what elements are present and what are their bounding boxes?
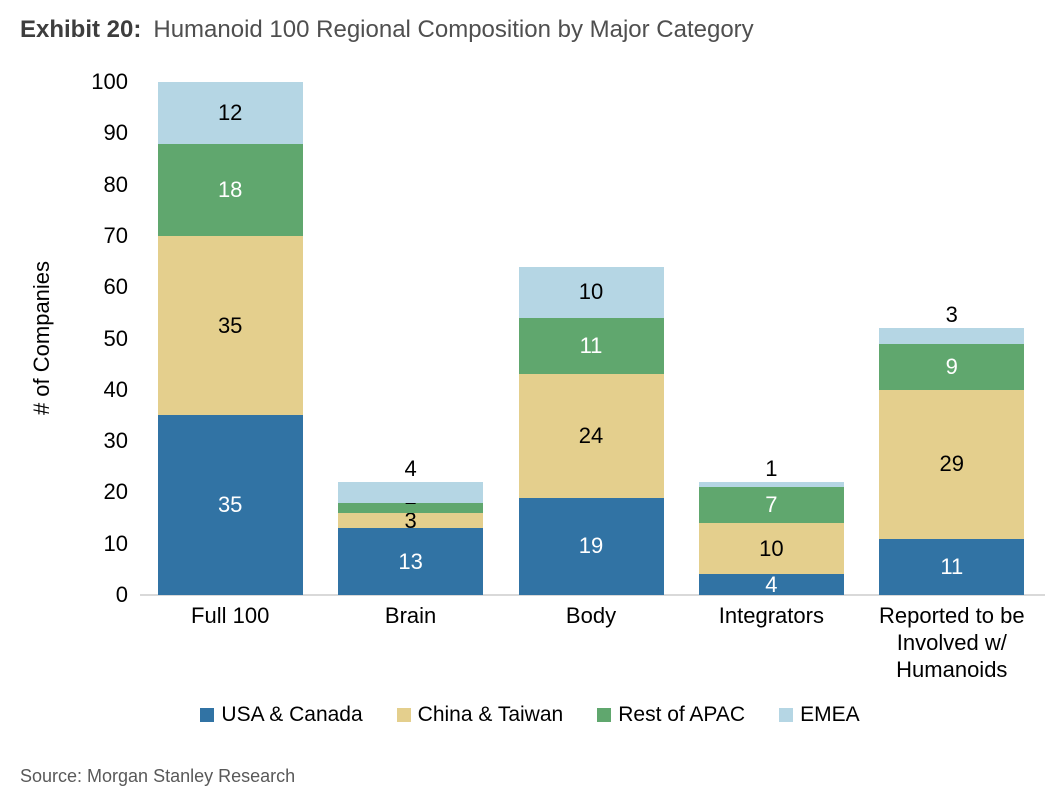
bar-value-label: 4: [404, 456, 417, 482]
bar-segment: [698, 487, 844, 524]
bar-segment: [157, 82, 303, 144]
plot-area: 35351812133241924111041071112993: [140, 82, 1045, 597]
chart-title: Exhibit 20: Humanoid 100 Regional Composi…: [20, 16, 754, 44]
bar-segment: [338, 528, 484, 595]
y-tick-label: 40: [103, 376, 128, 402]
bar-value-label: 1: [765, 456, 778, 482]
bar-segment: [879, 538, 1025, 595]
legend-marker: [396, 708, 411, 722]
bar-segment: [518, 374, 664, 498]
bar-value-label: 4: [765, 571, 778, 597]
y-tick-label: 10: [103, 530, 128, 556]
bar-segment: [698, 523, 844, 575]
y-tick-label: 20: [103, 479, 128, 505]
y-tick-label: 80: [103, 171, 128, 197]
y-tick-label: 60: [103, 274, 128, 300]
source-note: Source: Morgan Stanley Research: [20, 766, 296, 786]
bar-value-label: 18: [217, 176, 243, 202]
y-tick-label: 50: [103, 325, 128, 351]
legend-marker: [779, 708, 794, 722]
legend-label: EMEA: [800, 703, 860, 726]
bar-segment: [518, 497, 664, 595]
bar-segment: [879, 389, 1025, 539]
bar-segment: [157, 235, 303, 416]
bar-value-label: 24: [578, 422, 604, 448]
bar-segment: [518, 317, 664, 375]
bar-segment: [338, 502, 484, 513]
bar-value-label: 12: [217, 99, 243, 125]
legend-label: USA & Canada: [221, 703, 363, 726]
bar-value-label: 13: [398, 548, 423, 574]
exhibit-label: Exhibit 20:: [20, 16, 142, 43]
x-category-label: Body: [565, 603, 617, 628]
y-tick-label: 90: [103, 120, 128, 146]
bar-value-label: 35: [217, 492, 243, 518]
bar-segment: [157, 143, 303, 236]
bar-segment: [879, 328, 1025, 344]
legend-label: Rest of APAC: [618, 703, 746, 726]
legend-marker: [200, 708, 215, 722]
x-category-label: Brain: [384, 603, 437, 628]
bar-value-label: 11: [579, 333, 603, 359]
y-tick-label: 30: [103, 428, 128, 454]
y-tick-label: 70: [103, 222, 128, 248]
bar-value-label: 10: [759, 535, 784, 561]
bar-segment: [338, 482, 484, 503]
bar-value-label: 10: [578, 279, 604, 305]
bar-value-label: 29: [939, 451, 965, 477]
bar-value-label: 19: [578, 533, 604, 559]
y-axis: 0 10 20 30 40 50 60 70 80 90 100: [0, 71, 128, 606]
bar-value-label: 3: [404, 507, 417, 533]
x-category-label: Full 100: [191, 603, 270, 628]
bar-value-label: 3: [945, 302, 958, 328]
legend-item: Rest of APAC: [597, 703, 745, 727]
x-axis: Full 100 Brain Body Integrators Reported to …: [140, 602, 1042, 692]
legend-item: USA & Canada: [200, 703, 363, 727]
bar-segment: [698, 574, 844, 595]
legend-label: China & Taiwan: [417, 703, 564, 726]
legend: USA & Canada China & Taiwan Rest of APAC EM…: [0, 703, 1060, 727]
x-axis-line: [140, 594, 1045, 596]
bar-segment: [518, 266, 664, 318]
y-tick-label: 0: [115, 582, 128, 607]
legend-marker: [597, 708, 612, 722]
legend-item: EMEA: [779, 703, 860, 727]
x-category-label: Integrators: [718, 603, 824, 628]
bar-value-label: 9: [945, 353, 958, 379]
legend-item: China & Taiwan: [396, 703, 564, 727]
bar-segment: [157, 415, 303, 595]
chart-title-text: Humanoid 100 Regional Composition by Maj…: [153, 16, 754, 43]
bar-value-label: 35: [217, 312, 243, 338]
x-category-label: Reported to be Involved w/Humanoids: [879, 603, 1025, 682]
bar-value-label: 7: [765, 492, 778, 518]
bar-value-label: 11: [940, 553, 964, 579]
bar-segment: [879, 343, 1025, 390]
bar-segment: [698, 482, 844, 488]
bar-segment: [338, 512, 484, 529]
y-tick-label: 100: [91, 69, 128, 94]
